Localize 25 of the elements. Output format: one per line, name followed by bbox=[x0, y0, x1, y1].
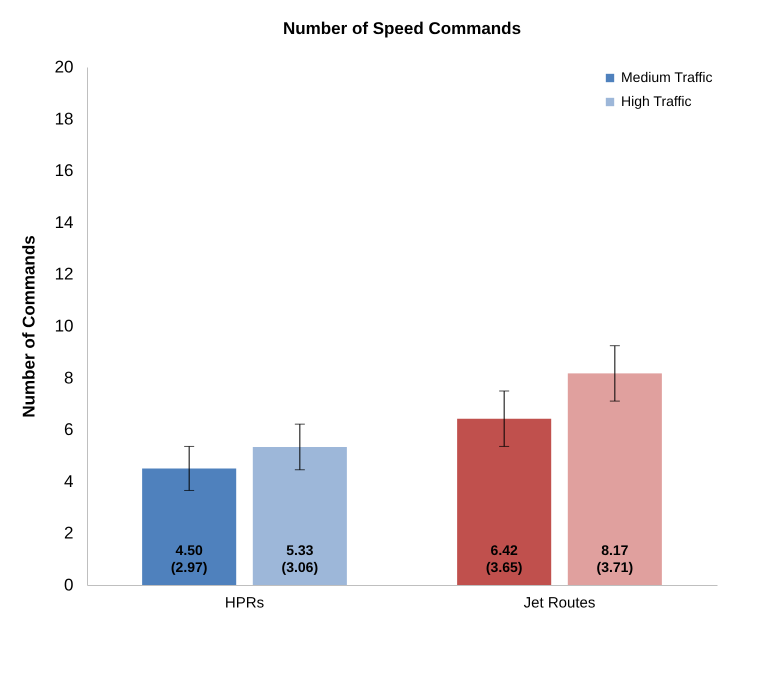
data-label: 8.17 (3.71) bbox=[596, 542, 634, 575]
bar bbox=[568, 373, 662, 585]
y-tick-label: 16 bbox=[54, 161, 74, 180]
y-tick-label: 18 bbox=[54, 109, 74, 128]
data-label: 6.42 (3.65) bbox=[486, 542, 522, 575]
y-tick-label: 14 bbox=[54, 212, 74, 232]
legend-label: Medium Traffic bbox=[621, 69, 713, 85]
y-tick-label: 20 bbox=[54, 58, 74, 76]
bar bbox=[252, 446, 347, 585]
chart-title: Number of Speed Commands bbox=[282, 19, 522, 38]
y-tick-label: 8 bbox=[64, 368, 74, 388]
y-tick-label: 6 bbox=[64, 420, 74, 440]
bar bbox=[142, 468, 236, 585]
y-tick-label: 0 bbox=[64, 576, 74, 594]
bar bbox=[457, 418, 552, 585]
y-axis-title: Number of Commands bbox=[20, 235, 39, 418]
y-tick-label: 12 bbox=[54, 264, 74, 284]
y-tick-label: 10 bbox=[54, 316, 74, 336]
data-label: 5.33 (3.06) bbox=[282, 542, 318, 575]
legend-label: High Traffic bbox=[621, 93, 692, 109]
x-tick-label: HPRs bbox=[224, 594, 264, 612]
x-tick-label: Jet Routes bbox=[524, 594, 596, 612]
data-label: 4.50 (2.97) bbox=[170, 542, 208, 575]
y-tick-label: 4 bbox=[64, 472, 74, 491]
y-tick-label: 2 bbox=[64, 524, 74, 543]
